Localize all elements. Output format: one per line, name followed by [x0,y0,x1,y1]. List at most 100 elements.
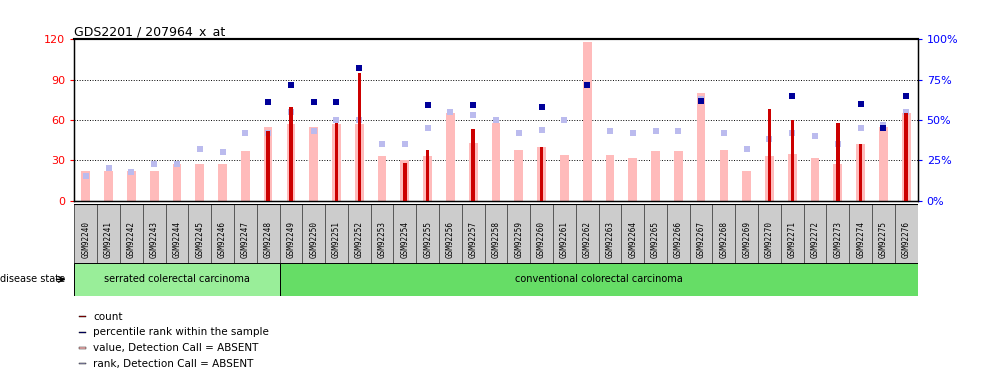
Text: GSM92269: GSM92269 [742,220,751,258]
Bar [559,155,568,201]
Text: GSM92265: GSM92265 [651,220,660,258]
Text: conventional colorectal carcinoma: conventional colorectal carcinoma [515,274,682,284]
Text: GSM92261: GSM92261 [559,220,568,258]
Bar [791,120,794,201]
Bar [81,171,90,201]
Bar [150,171,159,201]
Bar [267,131,270,201]
Bar [471,129,475,201]
Bar [765,156,774,201]
Bar [879,127,888,201]
Bar [836,123,839,201]
Bar [173,164,182,201]
Bar [241,151,250,201]
Bar [79,347,85,349]
Bar [355,124,364,201]
Bar [378,156,387,201]
Text: GSM92260: GSM92260 [537,220,546,258]
Text: GSM92258: GSM92258 [491,220,501,258]
Bar [696,93,705,201]
Bar [127,171,136,201]
Bar [426,150,430,201]
Text: GSM92259: GSM92259 [514,220,524,258]
Bar [218,164,227,201]
Text: GSM92241: GSM92241 [104,220,113,258]
Text: GSM92248: GSM92248 [264,220,273,258]
Bar [79,363,85,364]
Bar [401,160,410,201]
Text: GSM92276: GSM92276 [902,220,911,258]
Text: GSM92240: GSM92240 [81,220,90,258]
Bar [905,113,908,201]
Bar [74,262,280,296]
Bar [357,73,361,201]
Text: GSM92245: GSM92245 [195,220,204,258]
Text: GSM92268: GSM92268 [719,220,728,258]
Text: GSM92253: GSM92253 [378,220,387,258]
Bar [674,151,682,201]
Bar [810,158,819,201]
Text: GSM92262: GSM92262 [582,220,591,258]
Text: GSM92249: GSM92249 [287,220,296,258]
Bar [403,163,407,201]
Text: GSM92252: GSM92252 [355,220,364,258]
Text: GSM92275: GSM92275 [879,220,888,258]
Bar [289,106,293,201]
Text: serrated colerectal carcinoma: serrated colerectal carcinoma [104,274,250,284]
Text: GSM92246: GSM92246 [218,220,227,258]
Text: GDS2201 / 207964_x_at: GDS2201 / 207964_x_at [74,25,225,38]
Bar [859,144,862,201]
Bar [540,147,544,201]
Bar [605,155,614,201]
Bar [287,124,296,201]
Text: GSM92273: GSM92273 [833,220,842,258]
Text: GSM92251: GSM92251 [332,220,341,258]
Bar [582,42,591,201]
Text: GSM92271: GSM92271 [788,220,797,258]
Bar [742,171,751,201]
Text: GSM92264: GSM92264 [628,220,637,258]
Text: GSM92272: GSM92272 [810,220,819,258]
Text: GSM92257: GSM92257 [468,220,478,258]
Text: count: count [93,312,123,322]
Bar [469,143,477,201]
Bar [628,158,637,201]
Bar [902,113,911,201]
Bar [856,144,865,201]
Text: disease state: disease state [0,274,65,284]
Text: GSM92250: GSM92250 [310,220,318,258]
Bar [334,123,338,201]
Text: value, Detection Call = ABSENT: value, Detection Call = ABSENT [93,343,259,353]
Bar [651,151,660,201]
Bar [79,332,85,333]
Text: GSM92274: GSM92274 [856,220,865,258]
Text: GSM92243: GSM92243 [150,220,159,258]
Text: GSM92244: GSM92244 [173,220,182,258]
Bar [833,164,842,201]
Text: GSM92255: GSM92255 [424,220,433,258]
Bar [538,147,546,201]
Text: GSM92270: GSM92270 [765,220,774,258]
Text: GSM92256: GSM92256 [446,220,455,258]
Bar [310,127,318,201]
Bar [264,127,273,201]
Bar [195,164,204,201]
Bar [332,124,341,201]
Bar [719,150,728,201]
Text: rank, Detection Call = ABSENT: rank, Detection Call = ABSENT [93,358,253,369]
Text: GSM92247: GSM92247 [241,220,250,258]
Text: percentile rank within the sample: percentile rank within the sample [93,327,269,337]
Bar [788,154,797,201]
Text: GSM92242: GSM92242 [127,220,136,258]
Bar [446,113,454,201]
Bar [768,109,771,201]
Text: GSM92263: GSM92263 [605,220,614,258]
Text: GSM92267: GSM92267 [696,220,705,258]
Bar [79,316,85,317]
Bar [515,150,523,201]
Bar [492,123,500,201]
Bar [280,262,918,296]
Bar [424,156,433,201]
Text: GSM92266: GSM92266 [674,220,682,258]
Bar [104,171,113,201]
